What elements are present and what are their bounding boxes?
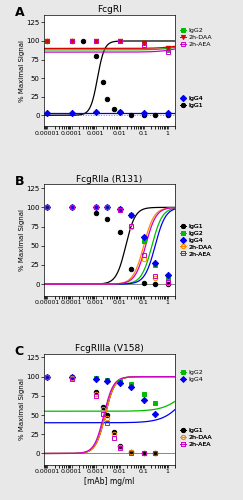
Text: C: C: [15, 344, 24, 358]
Title: FcgRIIa (R131): FcgRIIa (R131): [76, 174, 142, 184]
Text: A: A: [15, 6, 25, 19]
Legend: IgG4, IgG1: IgG4, IgG1: [179, 95, 204, 108]
Y-axis label: % Maximal Signal: % Maximal Signal: [19, 378, 25, 440]
Title: FcgRIIIa (V158): FcgRIIIa (V158): [75, 344, 144, 353]
X-axis label: [mAb] mg/ml: [mAb] mg/ml: [84, 477, 135, 486]
Legend: IgG1, 2h-DAA, 2h-AEA: IgG1, 2h-DAA, 2h-AEA: [179, 427, 212, 448]
Text: B: B: [15, 176, 24, 188]
Y-axis label: % Maximal Signal: % Maximal Signal: [19, 40, 25, 102]
Y-axis label: % Maximal Signal: % Maximal Signal: [19, 209, 25, 271]
Title: FcgRI: FcgRI: [97, 5, 122, 14]
Legend: IgG1, IgG2, IgG4, 2h-DAA, 2h-AEA: IgG1, IgG2, IgG4, 2h-DAA, 2h-AEA: [179, 223, 212, 257]
